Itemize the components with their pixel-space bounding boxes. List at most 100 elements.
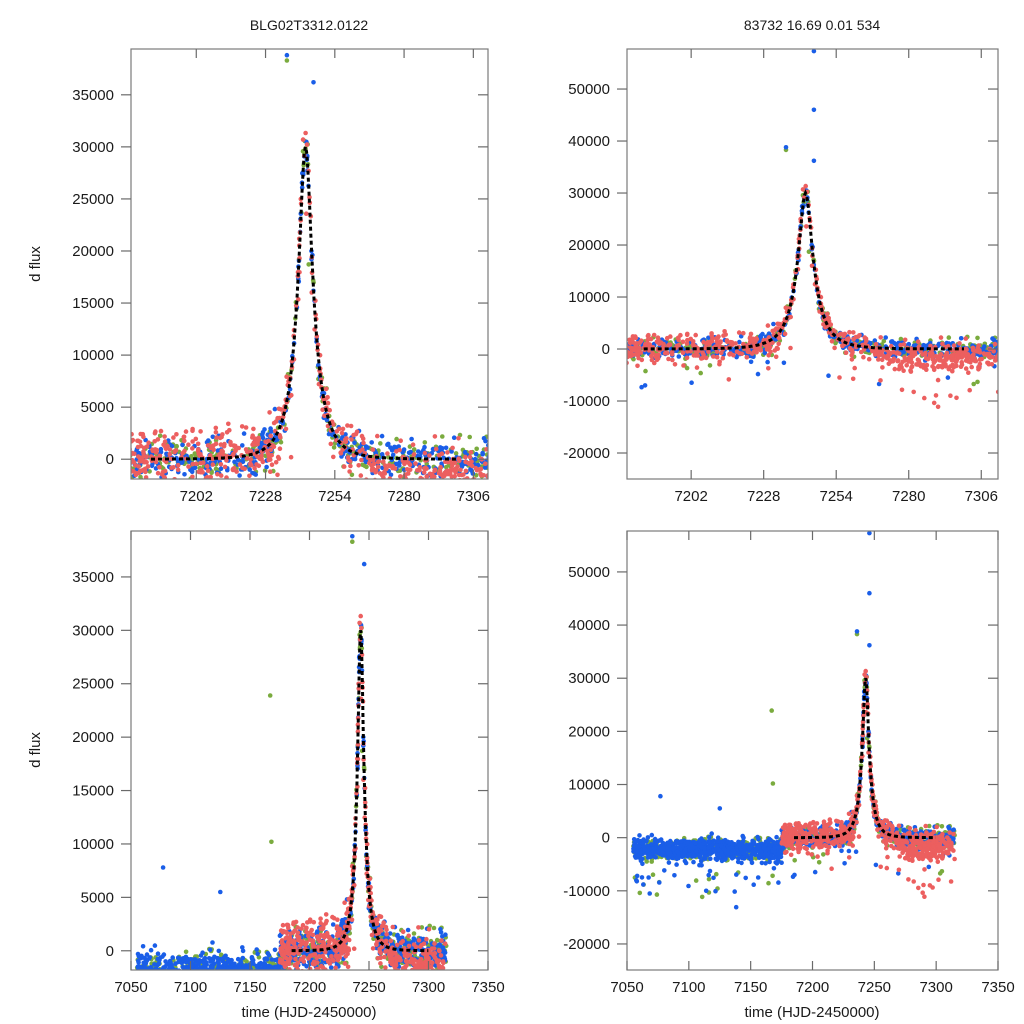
point-red (426, 565, 431, 570)
point-blue (388, 445, 393, 450)
point-red (328, 441, 334, 447)
point-red (430, 493, 435, 498)
point-red (958, 364, 964, 370)
x-tick-label: 7202 (674, 488, 707, 505)
point-green (467, 523, 472, 528)
point-green (154, 971, 159, 976)
point-blue (390, 1020, 395, 1024)
point-green (140, 973, 145, 978)
point-red (971, 352, 976, 358)
point-blue (253, 971, 258, 976)
point-red (666, 343, 671, 348)
point-red (130, 486, 135, 491)
point-blue (141, 971, 146, 976)
point-red (645, 333, 651, 339)
point-red (852, 365, 857, 371)
point-blue (223, 979, 228, 984)
point-blue (762, 350, 768, 356)
point-blue (157, 972, 162, 977)
point-blue (227, 974, 232, 979)
point-green (160, 984, 165, 989)
point-blue (350, 534, 355, 539)
point-blue (328, 965, 334, 970)
point-blue (137, 972, 142, 977)
point-blue (271, 980, 276, 985)
point-blue (272, 998, 277, 1003)
point-blue (151, 976, 156, 981)
point-red (157, 453, 163, 459)
point-red (320, 407, 325, 413)
point-red (144, 444, 150, 449)
point-red (348, 463, 353, 469)
point-red (449, 474, 455, 479)
point-red (158, 428, 164, 434)
point-red (402, 473, 408, 478)
point-red (764, 337, 770, 343)
point-blue (126, 468, 131, 473)
point-blue (235, 973, 240, 978)
point-red (407, 972, 412, 977)
point-blue (275, 985, 280, 990)
point-red (621, 338, 626, 343)
point-green (278, 439, 284, 445)
point-red (138, 443, 144, 449)
point-red (736, 330, 742, 335)
point-blue (441, 455, 446, 461)
point-blue (462, 449, 468, 455)
point-red (847, 329, 852, 335)
point-red (803, 183, 808, 189)
point-blue (226, 981, 231, 986)
point-red (676, 335, 681, 341)
point-red (741, 341, 746, 347)
point-green (489, 468, 494, 473)
point-red (340, 426, 346, 432)
point-green (224, 994, 229, 999)
point-green (440, 434, 445, 439)
point-red (193, 461, 199, 467)
point-red (432, 434, 438, 439)
point-blue (153, 971, 158, 976)
point-red (977, 365, 982, 371)
point-green (431, 925, 437, 931)
point-red (344, 436, 349, 441)
point-blue (277, 981, 282, 986)
point-red (407, 467, 413, 473)
point-red (768, 349, 773, 355)
point-red (666, 356, 671, 362)
point-red (908, 369, 914, 374)
point-red (209, 444, 215, 449)
y-tick-label: -20000 (563, 445, 610, 462)
point-blue (163, 959, 168, 964)
point-red (351, 432, 356, 438)
point-blue (228, 977, 233, 982)
point-blue (163, 979, 168, 984)
data-points (125, 52, 494, 570)
point-blue (125, 449, 130, 454)
point-red (966, 370, 971, 376)
point-blue (169, 999, 174, 1004)
point-red (338, 451, 344, 456)
point-blue (269, 972, 274, 977)
point-red (427, 453, 432, 458)
point-green (162, 987, 167, 992)
point-blue (166, 975, 171, 980)
point-red (981, 351, 987, 356)
point-blue (160, 971, 165, 976)
point-blue (439, 514, 444, 519)
point-red (360, 436, 366, 442)
point-red (376, 459, 382, 464)
point-red (186, 442, 191, 448)
point-red (268, 433, 274, 439)
point-red (132, 485, 137, 490)
point-red (483, 461, 488, 467)
point-red (270, 443, 276, 449)
point-red (196, 447, 201, 452)
point-blue (443, 445, 449, 451)
point-blue (269, 975, 274, 980)
point-blue (473, 451, 479, 457)
point-red (930, 364, 935, 369)
point-red (369, 463, 374, 468)
point-blue (388, 472, 394, 478)
point-red (661, 341, 666, 347)
point-red (180, 451, 185, 456)
